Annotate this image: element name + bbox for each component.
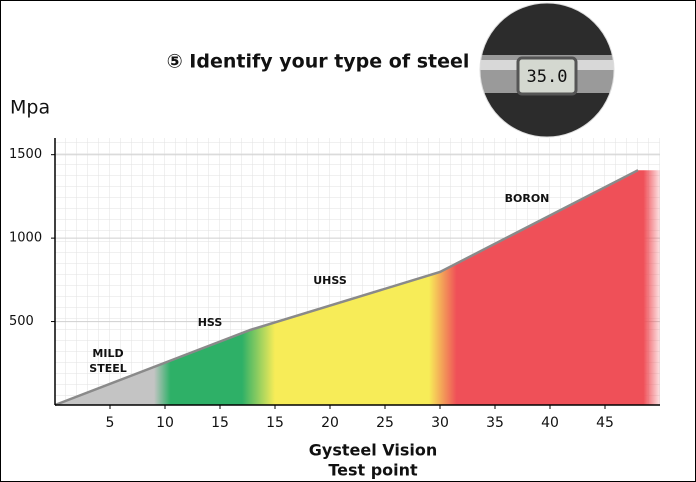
- y-tick-label: 1500: [9, 147, 42, 162]
- x-tick-label: 45: [596, 415, 614, 431]
- x-tick-label: 5: [106, 415, 115, 431]
- x-tick-label: 25: [376, 415, 394, 431]
- x-tick-label: 15: [211, 415, 229, 431]
- zone-label: BORON: [505, 192, 550, 205]
- zone-label: MILD: [92, 347, 123, 360]
- zone-label: UHSS: [313, 274, 347, 287]
- zone-label: HSS: [198, 316, 223, 329]
- x-axis-label: Test point: [328, 461, 418, 480]
- chart: 35.0 ⑤ Identify your type of steel Mpa G…: [0, 0, 696, 482]
- x-tick-label: 10: [156, 415, 174, 431]
- x-axis-label: Gysteel Vision: [309, 441, 437, 460]
- y-tick-label: 1000: [9, 231, 42, 246]
- x-tick-label: 40: [541, 415, 559, 431]
- y-axis-label: Mpa: [10, 97, 50, 119]
- x-tick-label: 30: [431, 415, 449, 431]
- y-tick-label: 500: [9, 314, 34, 329]
- x-tick-label: 35: [486, 415, 504, 431]
- gauge-reading: 35.0: [527, 67, 568, 87]
- chart-title: ⑤ Identify your type of steel: [167, 51, 470, 73]
- x-tick-label: 15: [266, 415, 284, 431]
- x-tick-label: 20: [321, 415, 339, 431]
- zone-label: STEEL: [89, 362, 126, 375]
